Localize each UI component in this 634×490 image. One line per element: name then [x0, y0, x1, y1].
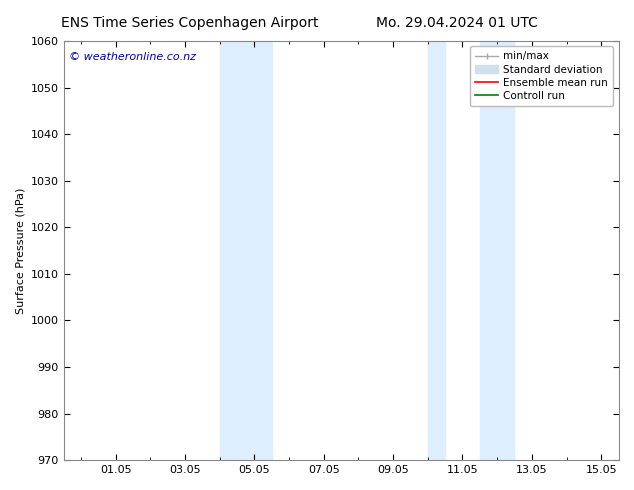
Legend: min/max, Standard deviation, Ensemble mean run, Controll run: min/max, Standard deviation, Ensemble me… [470, 46, 613, 106]
Bar [219, 41, 237, 460]
Text: © weatheronline.co.nz: © weatheronline.co.nz [69, 51, 196, 62]
Bar [237, 41, 271, 460]
Text: Mo. 29.04.2024 01 UTC: Mo. 29.04.2024 01 UTC [375, 16, 538, 30]
Bar [480, 41, 497, 460]
Bar [428, 41, 445, 460]
Text: ENS Time Series Copenhagen Airport: ENS Time Series Copenhagen Airport [61, 16, 319, 30]
Y-axis label: Surface Pressure (hPa): Surface Pressure (hPa) [15, 187, 25, 314]
Bar [497, 41, 514, 460]
